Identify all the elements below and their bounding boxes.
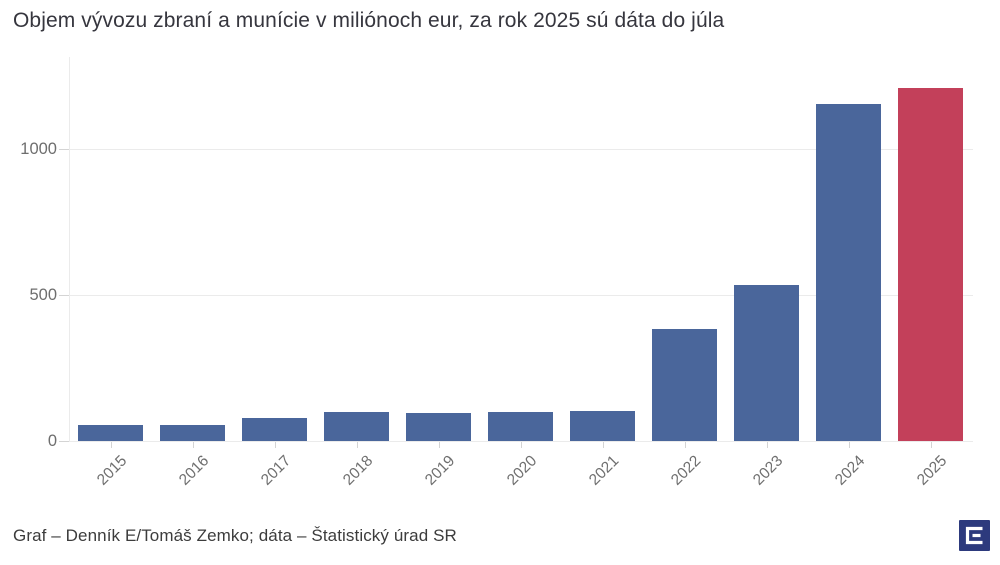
x-axis-label-2019: 2019 [421, 452, 459, 489]
x-tick-2025 [931, 442, 932, 448]
y-axis-label-1000: 1000 [20, 140, 57, 158]
gridline-1000 [70, 149, 973, 150]
bar-2021 [570, 410, 635, 441]
y-axis-label-500: 500 [29, 286, 57, 304]
bar-2019 [406, 412, 471, 441]
dennik-e-logo [959, 520, 990, 551]
bar-2020 [488, 411, 553, 441]
bar-2023 [734, 284, 799, 441]
x-axis-label-2015: 2015 [93, 452, 131, 489]
y-axis-line [69, 57, 70, 442]
y-tick-0 [59, 441, 70, 442]
credit-line: Graf – Denník E/Tomáš Zemko; dáta – Štat… [13, 526, 457, 545]
x-tick-2021 [603, 442, 604, 448]
x-axis-label-2024: 2024 [831, 452, 869, 489]
chart-title: Objem vývozu zbraní a munície v miliónoc… [13, 9, 725, 32]
x-tick-2019 [439, 442, 440, 448]
x-tick-2015 [111, 442, 112, 448]
x-axis-label-2018: 2018 [339, 452, 377, 489]
x-axis-label-2016: 2016 [175, 452, 213, 489]
x-tick-2022 [685, 442, 686, 448]
x-axis-label-2021: 2021 [585, 452, 623, 489]
x-tick-2017 [275, 442, 276, 448]
bar-2025 [898, 87, 963, 441]
x-tick-2023 [767, 442, 768, 448]
x-axis-label-2022: 2022 [667, 452, 705, 489]
x-axis-label-2025: 2025 [913, 452, 951, 489]
y-tick-500 [59, 295, 70, 296]
x-axis-label-2020: 2020 [503, 452, 541, 489]
dennik-e-logo-icon [959, 520, 990, 551]
x-tick-2020 [521, 442, 522, 448]
bar-2022 [652, 328, 717, 441]
bar-2017 [242, 417, 307, 441]
gridline-0 [70, 441, 973, 442]
x-tick-2024 [849, 442, 850, 448]
bar-2018 [324, 412, 389, 441]
x-tick-2018 [357, 442, 358, 448]
gridline-500 [70, 295, 973, 296]
bar-2024 [816, 103, 881, 441]
x-tick-2016 [193, 442, 194, 448]
x-axis-label-2023: 2023 [749, 452, 787, 489]
y-axis-label-0: 0 [47, 432, 57, 450]
bar-2016 [160, 425, 225, 441]
x-axis-label-2017: 2017 [257, 452, 295, 489]
y-tick-1000 [59, 149, 70, 150]
bar-2015 [78, 424, 143, 441]
